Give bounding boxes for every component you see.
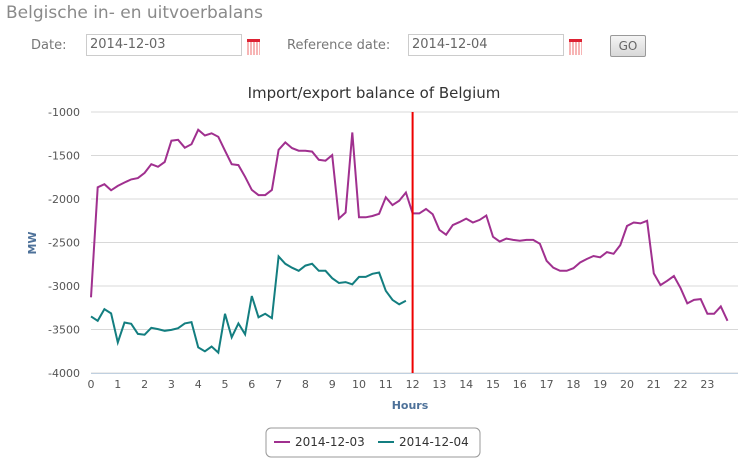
legend: 2014-12-03 2014-12-04 <box>265 427 481 458</box>
x-tick-label: 20 <box>620 378 634 391</box>
x-tick-label: 14 <box>459 378 473 391</box>
x-tick-label: 17 <box>540 378 554 391</box>
legend-item-2014-12-04[interactable]: 2014-12-04 <box>399 435 469 449</box>
series-line-2014-12-04 <box>90 254 407 355</box>
y-tick-label: -3000 <box>48 280 80 293</box>
x-tick-label: 11 <box>379 378 393 391</box>
x-tick-label: 7 <box>275 378 282 391</box>
x-tick-label: 6 <box>248 378 255 391</box>
x-tick-label: 12 <box>406 378 420 391</box>
x-tick-label: 1 <box>114 378 121 391</box>
x-tick-label: 16 <box>513 378 527 391</box>
y-tick-label: -2500 <box>48 237 80 250</box>
calendar-icon[interactable] <box>569 39 582 55</box>
page-title: Belgische in- en uitvoerbalans <box>6 3 263 23</box>
x-tick-label: 21 <box>647 378 661 391</box>
y-tick-label: -1500 <box>48 150 80 163</box>
x-axis-label: Hours <box>392 399 429 412</box>
x-tick-label: 2 <box>141 378 148 391</box>
x-tick-label: 10 <box>352 378 366 391</box>
reference-date-input[interactable]: 2014-12-04 <box>408 34 564 56</box>
x-tick-label: 18 <box>566 378 580 391</box>
x-tick-label: 8 <box>302 378 309 391</box>
x-tick-label: 19 <box>593 378 607 391</box>
x-tick-label: 13 <box>432 378 446 391</box>
date-input[interactable]: 2014-12-03 <box>86 34 242 56</box>
x-tick-label: 0 <box>88 378 95 391</box>
x-tick-label: 23 <box>700 378 714 391</box>
x-tick-label: 22 <box>674 378 688 391</box>
y-tick-label: -3500 <box>48 324 80 337</box>
calendar-icon[interactable] <box>247 39 260 55</box>
y-axis-label: MW <box>26 231 39 254</box>
series-line-2014-12-03 <box>90 128 729 322</box>
legend-item-2014-12-03[interactable]: 2014-12-03 <box>295 435 365 449</box>
go-button[interactable]: GO <box>610 35 646 57</box>
y-tick-label: -4000 <box>48 367 80 380</box>
y-tick-label: -1000 <box>48 106 80 119</box>
x-tick-label: 15 <box>486 378 500 391</box>
x-tick-label: 5 <box>222 378 229 391</box>
x-tick-label: 4 <box>195 378 202 391</box>
x-tick-label: 9 <box>329 378 336 391</box>
chart-title: Import/export balance of Belgium <box>248 84 501 102</box>
reference-date-label: Reference date: <box>287 38 391 53</box>
y-tick-label: -2000 <box>48 193 80 206</box>
date-label: Date: <box>31 38 67 53</box>
x-tick-label: 3 <box>168 378 175 391</box>
